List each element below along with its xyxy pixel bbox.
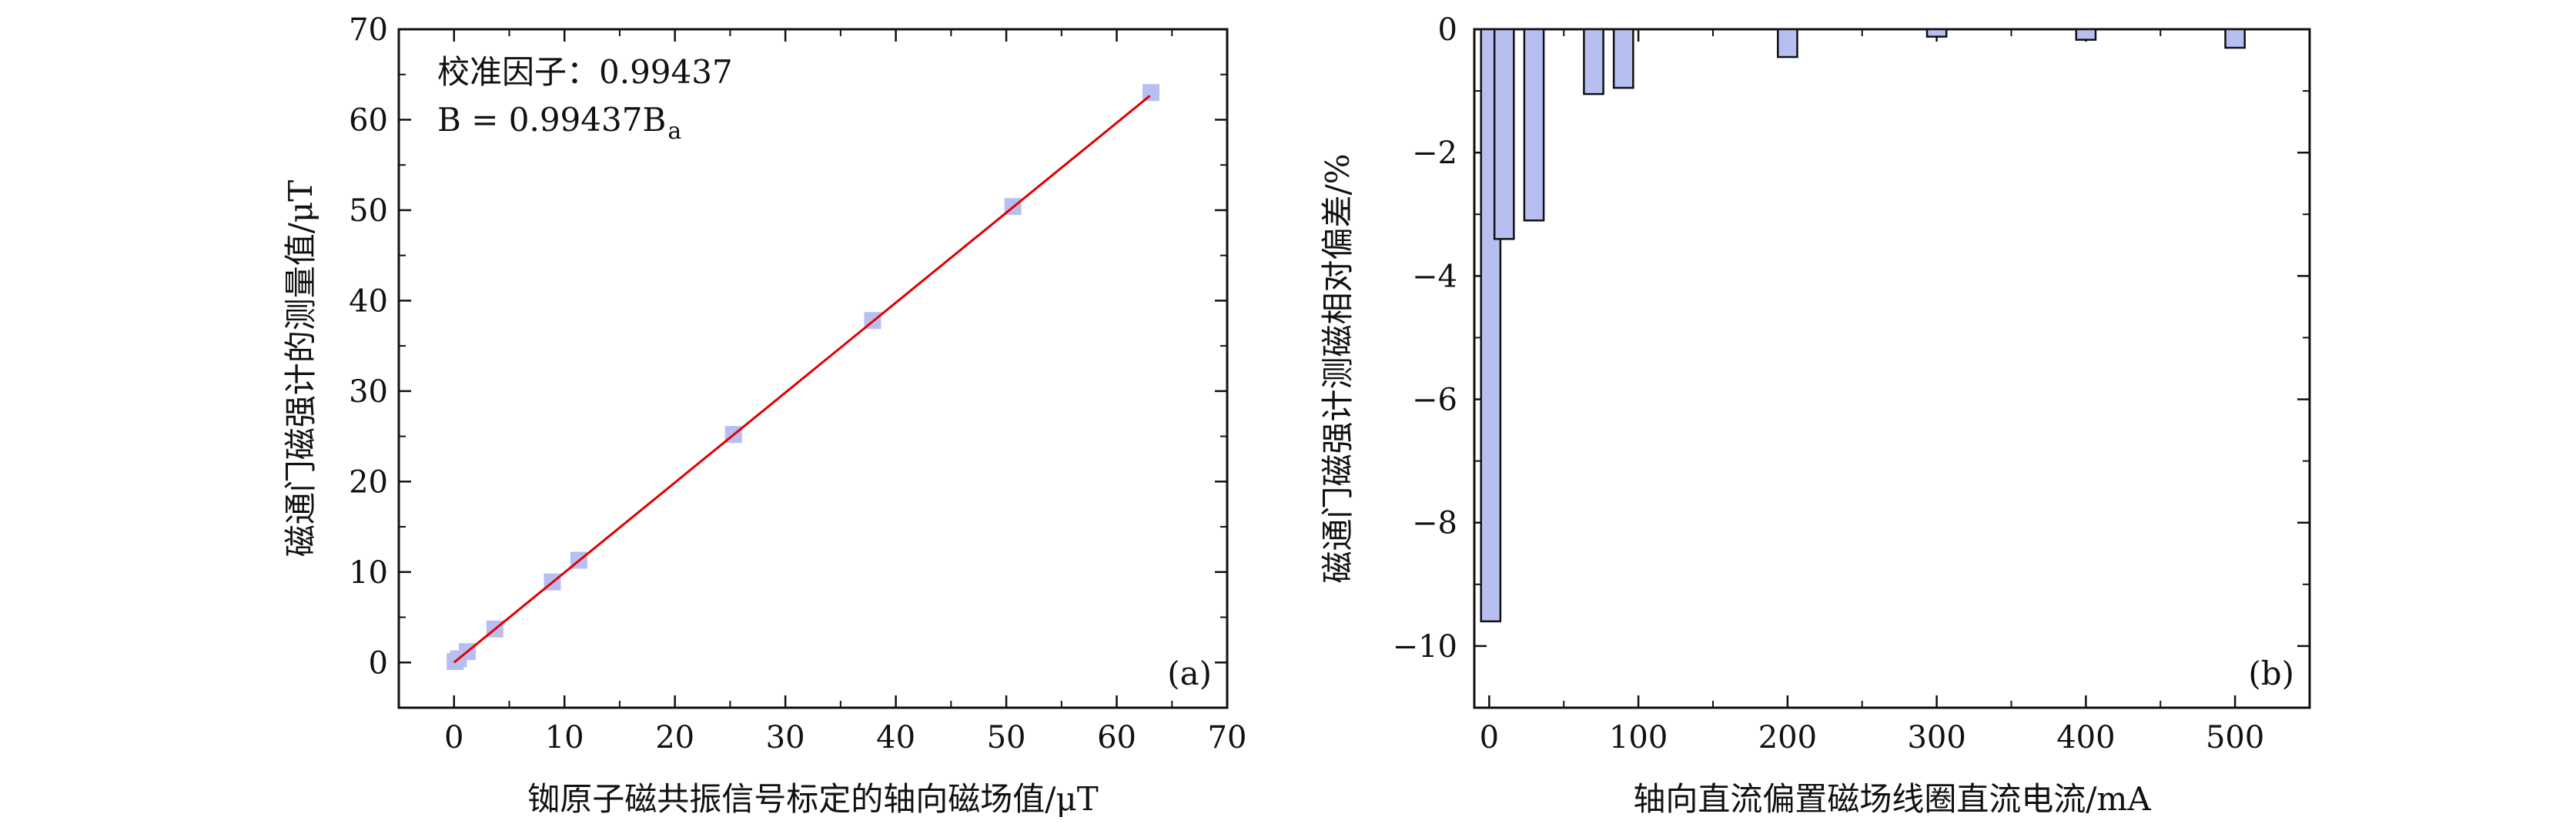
y-tick-label: 10 (349, 555, 388, 591)
bar (1523, 28, 1545, 222)
data-point (1142, 84, 1160, 102)
bar (1777, 28, 1798, 59)
x-tick-label: 40 (876, 720, 915, 755)
fit-equation-label: B = 0.99437B (437, 101, 666, 139)
x-tick-label: 0 (1480, 720, 1499, 755)
x-tick-label: 60 (1097, 720, 1136, 755)
y-tick-label: −2 (1412, 136, 1457, 171)
y-tick-label: 0 (1438, 12, 1457, 48)
panel-label-b: (b) (2248, 655, 2294, 692)
x-tick-label: 0 (444, 720, 463, 755)
y-tick-label: 20 (349, 464, 388, 500)
bar (1612, 28, 1634, 89)
panel-a-scatter-chart: 0 10 20 30 40 50 60 70 0 10 20 30 40 50 60 70 校准因子：0.994… (282, 12, 1246, 818)
calibration-factor-label: 校准因子：0.99437 (437, 53, 733, 91)
y-tick-label: 70 (349, 12, 388, 48)
y-tick-label: 0 (369, 645, 388, 681)
x-tick-label: 50 (987, 720, 1026, 755)
x-tick-label: 300 (1907, 720, 1965, 755)
y-tick-label: 50 (349, 193, 388, 229)
y-tick-label: 60 (349, 102, 388, 138)
x-tick-label: 100 (1609, 720, 1668, 755)
x-axis-label-a: 铷原子磁共振信号标定的轴向磁场值/μT (527, 780, 1098, 818)
bar (1925, 28, 1948, 38)
y-tick-label: 40 (349, 283, 388, 319)
x-axis-label-b: 轴向直流偏置磁场线圈直流电流/mA (1633, 780, 2151, 818)
bar (2224, 28, 2246, 49)
y-tick-label: 30 (349, 374, 388, 410)
y-tick-label: −6 (1412, 383, 1457, 418)
y-tick-label: −4 (1412, 259, 1457, 294)
panel-b-bar-chart: 0 100 200 300 400 500 0 −2 −4 −6 −8 −10 (b) 轴向直流偏置磁场线… (1319, 12, 2311, 818)
fit-equation-subscript: a (667, 118, 681, 145)
y-axis-label-a: 磁通门磁强计的测量值/μT (282, 180, 319, 557)
fit-line (453, 95, 1151, 664)
x-tick-label: 70 (1208, 720, 1247, 755)
x-tick-label: 400 (2056, 720, 2115, 755)
plot-frame-b (1473, 28, 2311, 709)
bar (1583, 28, 1604, 95)
x-tick-label: 30 (766, 720, 805, 755)
x-tick-label: 200 (1758, 720, 1817, 755)
panel-label-a: (a) (1167, 655, 1212, 692)
y-tick-label: −10 (1393, 629, 1457, 665)
x-tick-label: 20 (655, 720, 694, 755)
bar (2075, 28, 2097, 41)
y-tick-label: −8 (1412, 506, 1457, 541)
y-axis-label-b: 磁通门磁强计测磁相对偏差/% (1319, 153, 1357, 583)
plot-frame-a (397, 28, 1229, 709)
x-tick-label: 10 (545, 720, 584, 755)
bar (1493, 28, 1515, 240)
x-tick-label: 500 (2206, 720, 2264, 755)
